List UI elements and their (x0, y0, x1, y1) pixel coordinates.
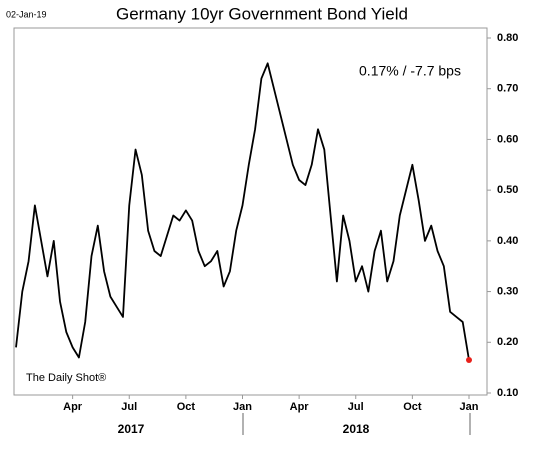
x-tick-label: Oct (403, 401, 422, 413)
y-tick-label: 0.50 (497, 184, 518, 196)
year-label: 2018 (343, 422, 370, 436)
x-tick-label: Jan (233, 401, 252, 413)
x-tick-label: Oct (177, 401, 196, 413)
y-tick-label: 0.70 (497, 83, 518, 95)
x-tick-label: Jul (121, 401, 137, 413)
year-label: 2017 (118, 422, 145, 436)
plot-frame (13, 27, 488, 396)
line (15, 62, 470, 361)
x-tick-label: Apr (290, 401, 310, 413)
y-tick-label: 0.80 (497, 32, 518, 44)
date-stamp: 02-Jan-19 (6, 9, 47, 19)
x-tick-label: Jan (460, 401, 479, 413)
y-tick-label: 0.30 (497, 285, 518, 297)
y-tick-label: 0.10 (497, 387, 518, 399)
annotation: 0.17% / -7.7 bps (359, 63, 461, 79)
x-tick-label: Jul (348, 401, 364, 413)
chart-title: Germany 10yr Government Bond Yield (116, 4, 408, 23)
y-tick-label: 0.20 (497, 336, 518, 348)
y-tick-label: 0.40 (497, 235, 518, 247)
last-point (466, 357, 472, 364)
x-tick-label: Apr (63, 401, 83, 413)
y-tick-label: 0.60 (497, 133, 518, 145)
source: The Daily Shot® (26, 372, 106, 384)
